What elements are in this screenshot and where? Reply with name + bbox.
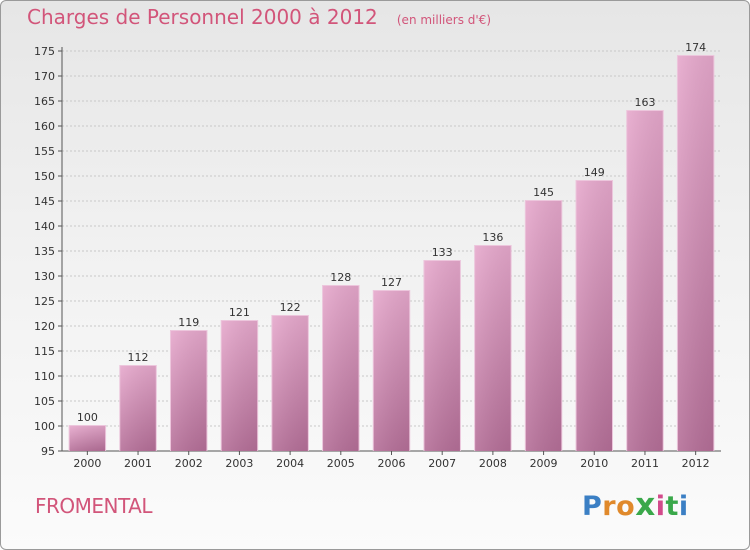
bar-shade [170, 331, 207, 451]
y-tick-label: 160 [34, 120, 55, 133]
bar-value-label: 100 [77, 411, 98, 424]
logo-letter: P [582, 491, 603, 522]
y-tick-label: 130 [34, 270, 55, 283]
y-tick-label: 115 [34, 345, 55, 358]
x-tick-label: 2006 [378, 457, 406, 470]
bar-value-label: 121 [229, 306, 250, 319]
bar-shade [69, 426, 106, 451]
bar-shade [475, 246, 511, 451]
x-tick-label: 2004 [276, 457, 304, 470]
labels: 95 100 105 110 115 120 125 130 135 140 145 150 155 16… [34, 41, 710, 470]
proxiti-logo: Proxiti [582, 487, 689, 523]
y-tick-label: 165 [34, 95, 55, 108]
bar-value-label: 127 [381, 276, 402, 289]
y-tick-label: 140 [34, 220, 55, 233]
y-tick-label: 105 [34, 395, 55, 408]
bar-value-label: 163 [634, 96, 655, 109]
chart-subtitle: (en milliers d'€) [396, 13, 491, 27]
bar-value-label: 122 [280, 301, 301, 314]
y-tick-label: 135 [34, 245, 55, 258]
y-tick-label: 95 [41, 445, 55, 458]
bar-value-label: 119 [178, 316, 199, 329]
y-tick-label: 145 [34, 195, 55, 208]
bar-shade [576, 181, 613, 451]
bar-shade [627, 111, 663, 451]
bar-shade [525, 201, 562, 451]
y-tick-label: 100 [34, 420, 55, 433]
bar-value-label: 133 [432, 246, 453, 259]
logo-letter: r [602, 491, 617, 522]
commune-name: FROMENTAL [35, 494, 152, 518]
title-row: Charges de Personnel 2000 à 2012 (en mil… [27, 5, 491, 29]
y-tick-label: 110 [34, 370, 55, 383]
bar-value-label: 128 [330, 271, 351, 284]
x-tick-label: 2000 [73, 457, 101, 470]
x-tick-label: 2007 [428, 457, 456, 470]
y-tick-label: 150 [34, 170, 55, 183]
bar-shade [323, 286, 359, 451]
logo-letter: x [635, 487, 656, 523]
logo-letter: i [655, 491, 666, 522]
y-tick-label: 175 [34, 45, 55, 58]
x-tick-label: 2001 [124, 457, 152, 470]
y-tick-label: 120 [34, 320, 55, 333]
y-tick-label: 170 [34, 70, 55, 83]
bar-value-label: 136 [482, 231, 503, 244]
x-tick-label: 2008 [479, 457, 507, 470]
chart-title: Charges de Personnel 2000 à 2012 [27, 5, 378, 29]
logo-letter: o [616, 491, 636, 522]
bar-value-label: 145 [533, 186, 554, 199]
logo-letter: i [678, 491, 689, 522]
x-tick-label: 2012 [682, 457, 710, 470]
bar-shade [221, 321, 258, 451]
bar-shade [677, 56, 714, 451]
y-tick-label: 155 [34, 145, 55, 158]
x-tick-label: 2002 [175, 457, 203, 470]
bar-value-label: 112 [128, 351, 149, 364]
x-tick-label: 2005 [327, 457, 355, 470]
x-tick-label: 2010 [580, 457, 608, 470]
bar-shade [272, 316, 308, 451]
y-tick-label: 125 [34, 295, 55, 308]
x-tick-label: 2003 [225, 457, 253, 470]
x-tick-label: 2011 [631, 457, 659, 470]
logo-letter: t [665, 491, 679, 522]
bars [68, 55, 715, 451]
x-tick-label: 2009 [530, 457, 558, 470]
bar-shade [120, 366, 156, 451]
bar-value-label: 149 [584, 166, 605, 179]
bar-value-label: 174 [685, 41, 706, 54]
bar-shade [373, 291, 410, 451]
bar-shade [424, 261, 460, 451]
